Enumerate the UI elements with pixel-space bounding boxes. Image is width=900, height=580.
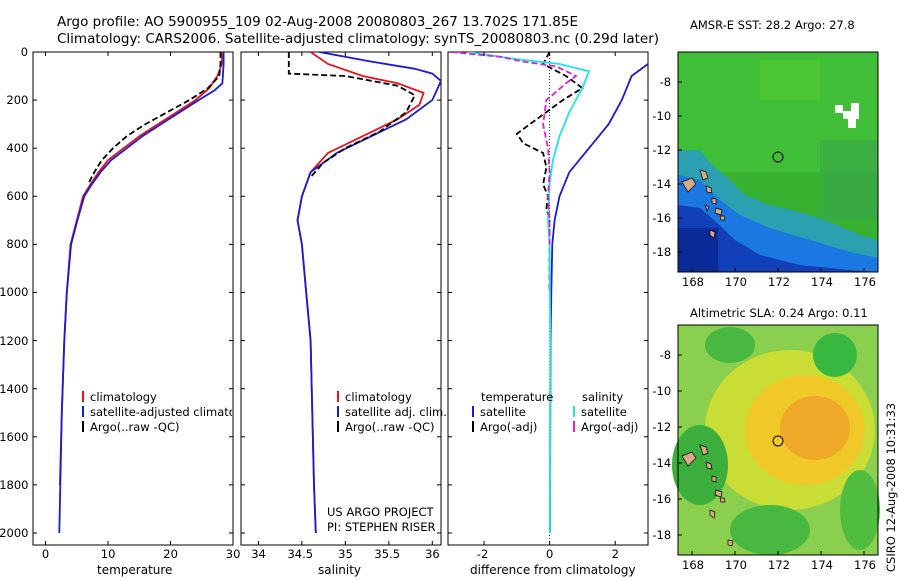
csiro-timestamp: CSIRO 12-Aug-2008 10:31:33 <box>884 402 898 572</box>
depth-tick-label: 1800 <box>0 477 29 492</box>
sla-lon-tick-label: 172 <box>768 558 790 572</box>
sst-argo-location-marker <box>772 151 784 163</box>
depth-tick-label: 1400 <box>0 381 29 396</box>
salinity-x-tick-label: 34 <box>251 547 266 561</box>
salinity-panel-frame <box>240 51 442 546</box>
temperature-x-tick-label: 20 <box>163 547 178 561</box>
difference-x-tick-label: 0 <box>546 547 554 561</box>
sst-lat-tick-label: -10 <box>652 109 672 123</box>
temperature-panel-frame <box>32 51 234 546</box>
plot-title-line1: Argo profile: AO 5900955_109 02-Aug-2008… <box>57 14 579 30</box>
sla-lat-tick-label: -18 <box>652 528 672 542</box>
legend-item-temp-argo: Argo(-adj) <box>472 420 553 435</box>
legend-heading-temperature: temperature <box>481 390 554 404</box>
sla-map-title: Altimetric SLA: 0.24 Argo: 0.11 <box>690 306 868 320</box>
sla-lon-tick-label: 174 <box>811 558 833 572</box>
legend-item-argo: Argo(..raw -QC) <box>337 420 447 435</box>
sla-lon-tick-label: 170 <box>725 558 747 572</box>
pi-credit: PI: STEPHEN RISER <box>327 520 436 534</box>
sla-lat-tick-label: -8 <box>659 348 672 362</box>
legend-item-climatology: climatology <box>337 390 447 405</box>
difference-series-temperature-satellite <box>549 63 648 534</box>
salinity-x-tick-label: 35.5 <box>374 547 401 561</box>
sla-map <box>672 324 880 556</box>
project-credit: US ARGO PROJECT <box>327 505 434 519</box>
salinity-series-argo-raw-qc- <box>287 52 417 178</box>
depth-tick-label: 400 <box>6 141 29 156</box>
difference-panel-frame <box>447 51 649 546</box>
temperature-x-tick-label: 10 <box>100 547 116 561</box>
sst-lon-tick-label: 172 <box>768 275 790 289</box>
difference-salinity-legend: salinity satellite Argo(-adj) <box>573 390 638 435</box>
depth-tick-label: 200 <box>6 93 29 108</box>
legend-item-temp-satellite: satellite <box>472 405 553 420</box>
salinity-series-satellite-adj-clim- <box>296 52 441 534</box>
depth-tick-label: 0 <box>20 45 29 59</box>
sst-lon-tick-label: 176 <box>854 275 876 289</box>
sst-map-title: AMSR-E SST: 28.2 Argo: 27.8 <box>690 18 855 32</box>
temperature-x-tick-label: 0 <box>41 547 50 561</box>
difference-axis-label: difference from climatology <box>470 563 636 577</box>
temperature-axis-label: temperature <box>97 563 173 577</box>
sst-lat-tick-label: -18 <box>652 245 672 259</box>
depth-tick-label: 1200 <box>0 333 29 348</box>
sst-lon-tick-label: 168 <box>682 275 704 289</box>
depth-tick-label: 800 <box>6 237 29 252</box>
plot-title-line2: Climatology: CARS2006. Satellite-adjuste… <box>57 31 660 47</box>
difference-series-salinity-argo-adj- <box>451 52 578 245</box>
sst-map <box>677 51 879 273</box>
sst-lat-tick-label: -8 <box>659 75 672 89</box>
temperature-x-tick-label: 30 <box>225 547 241 561</box>
sla-lat-tick-label: -16 <box>652 492 672 506</box>
legend-item-satellite: satellite adj. clim. <box>337 405 447 420</box>
difference-temperature-legend: temperature satellite Argo(-adj) <box>472 390 553 435</box>
salinity-x-tick-label: 36 <box>425 547 440 561</box>
salinity-series-climatology <box>296 52 425 534</box>
sla-lon-tick-label: 168 <box>682 558 704 572</box>
sst-lat-tick-label: -12 <box>652 143 672 157</box>
legend-item-satellite: satellite-adjusted climatology <box>82 405 232 420</box>
sla-lat-tick-label: -10 <box>652 384 672 398</box>
sla-lat-tick-label: -12 <box>652 420 672 434</box>
sst-lon-tick-label: 170 <box>725 275 747 289</box>
temperature-legend: climatology satellite-adjusted climatolo… <box>82 390 232 435</box>
difference-series-salinity-satellite <box>467 52 591 534</box>
difference-x-tick-label: 2 <box>611 547 619 561</box>
salinity-x-tick-label: 35 <box>338 547 353 561</box>
salinity-legend: climatology satellite adj. clim. Argo(..… <box>337 390 447 435</box>
salinity-axis-label: salinity <box>318 563 362 577</box>
sla-lon-tick-label: 176 <box>854 558 876 572</box>
sst-lat-tick-label: -16 <box>652 211 672 225</box>
salinity-x-tick-label: 34.5 <box>287 547 314 561</box>
temperature-series-argo-raw-qc- <box>87 52 222 185</box>
sst-lat-tick-label: -14 <box>652 177 672 191</box>
legend-item-argo: Argo(..raw -QC) <box>82 420 232 435</box>
sst-lon-tick-label: 174 <box>811 275 833 289</box>
depth-tick-label: 600 <box>6 189 29 204</box>
depth-tick-label: 1600 <box>0 429 29 444</box>
temperature-series-satellite-adjusted-climatology <box>58 52 225 534</box>
difference-x-tick-label: -2 <box>476 547 489 561</box>
depth-tick-label: 1000 <box>0 285 29 300</box>
legend-item-sal-argo: Argo(-adj) <box>573 420 638 435</box>
legend-item-climatology: climatology <box>82 390 232 405</box>
depth-tick-label: 2000 <box>0 525 29 540</box>
legend-heading-salinity: salinity <box>582 390 624 404</box>
legend-item-sal-satellite: satellite <box>573 405 638 420</box>
sla-lat-tick-label: -14 <box>652 456 672 470</box>
sla-argo-location-marker <box>772 435 784 447</box>
